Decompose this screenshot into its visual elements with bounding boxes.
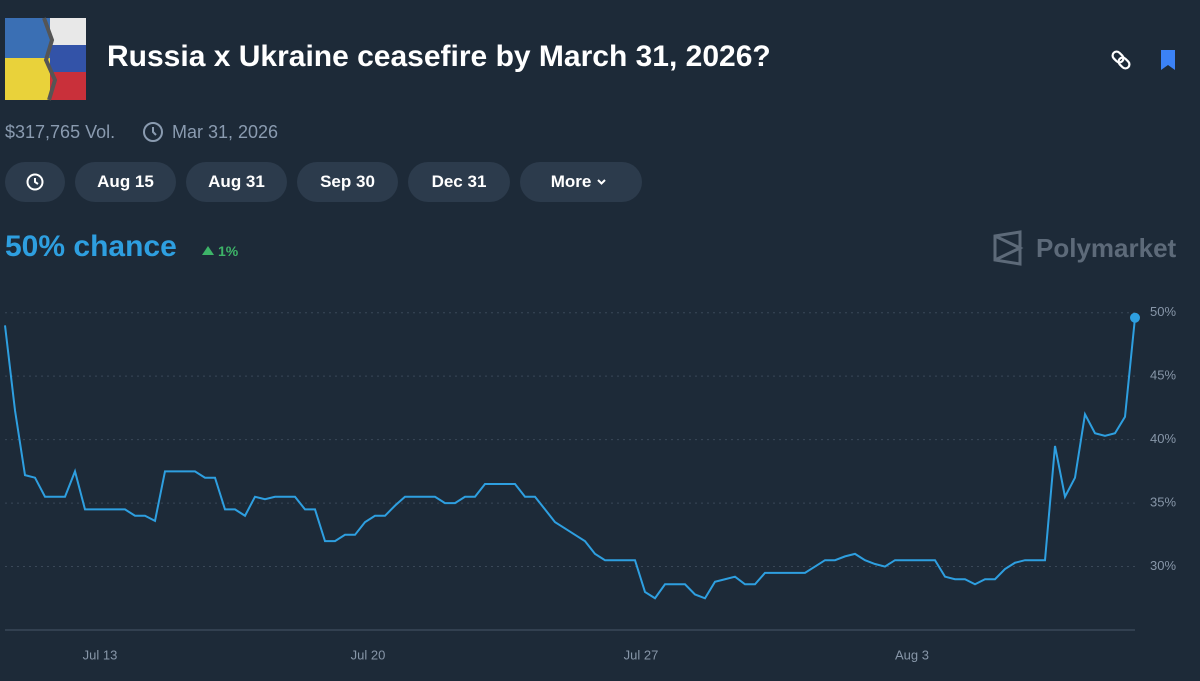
brand: Polymarket	[1036, 233, 1177, 263]
y-tick-label: 45%	[1150, 368, 1176, 383]
y-tick-label: 30%	[1150, 558, 1176, 573]
chance: 50% chance	[5, 230, 177, 263]
x-tick-label: Jul 13	[83, 647, 118, 662]
up-arrow	[202, 246, 214, 255]
change: 1%	[218, 243, 239, 259]
market-icon	[5, 17, 86, 101]
bookmark-icon[interactable]	[1161, 50, 1175, 70]
clock-icon	[143, 122, 163, 142]
volume: $317,765 Vol.	[5, 122, 116, 142]
link-icon[interactable]	[1111, 50, 1131, 70]
y-tick-label: 35%	[1150, 495, 1176, 510]
market-title: Russia x Ukraine ceasefire by March 31, …	[107, 40, 771, 73]
filter-button[interactable]: Aug 31	[186, 162, 287, 202]
y-tick-label: 50%	[1150, 304, 1176, 319]
filter-button[interactable]: Dec 31	[408, 162, 510, 202]
x-tick-label: Aug 3	[895, 647, 929, 662]
more-button[interactable]: More	[520, 162, 642, 202]
x-tick-label: Jul 20	[351, 647, 386, 662]
filter-button[interactable]: Aug 15	[75, 162, 176, 202]
history-icon	[26, 173, 44, 191]
history-button[interactable]	[5, 162, 65, 202]
end-dot	[1130, 312, 1140, 323]
x-tick-label: Jul 27	[624, 647, 659, 662]
y-tick-label: 40%	[1150, 431, 1176, 446]
end-date: Mar 31, 2026	[172, 122, 279, 142]
price-line	[4, 317, 1136, 600]
filter-button[interactable]: Sep 30	[297, 162, 398, 202]
chevron	[597, 179, 607, 185]
more-label: More	[550, 172, 592, 191]
brand-logo	[993, 230, 1024, 266]
